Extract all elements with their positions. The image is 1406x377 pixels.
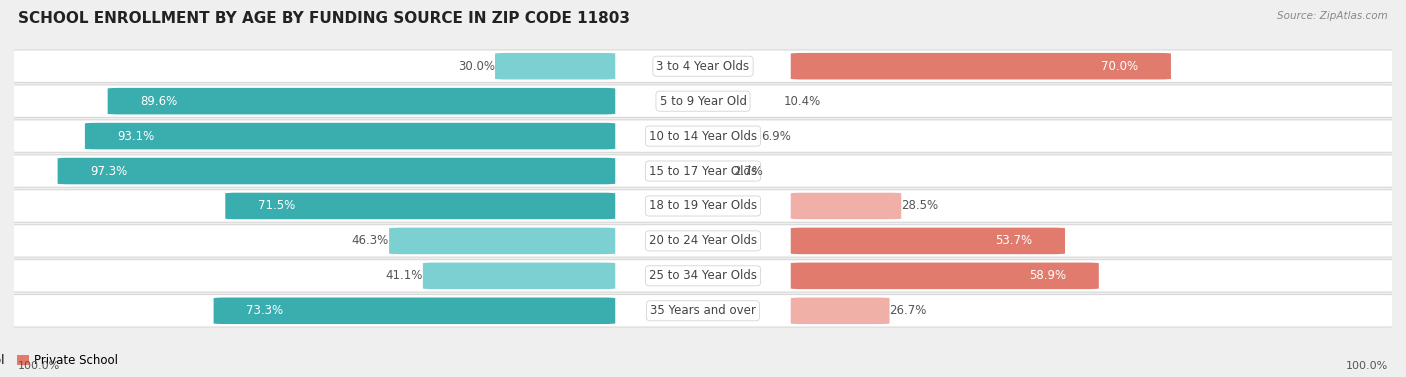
Text: 2.7%: 2.7% <box>734 164 763 178</box>
Text: 18 to 19 Year Olds: 18 to 19 Year Olds <box>650 199 756 213</box>
Text: 30.0%: 30.0% <box>458 60 495 73</box>
FancyBboxPatch shape <box>790 262 1099 289</box>
FancyBboxPatch shape <box>0 50 1406 83</box>
Text: 100.0%: 100.0% <box>1346 361 1388 371</box>
FancyBboxPatch shape <box>790 53 1171 80</box>
FancyBboxPatch shape <box>214 297 616 324</box>
FancyBboxPatch shape <box>108 88 616 115</box>
Text: 53.7%: 53.7% <box>995 234 1032 247</box>
FancyBboxPatch shape <box>0 260 1406 292</box>
Text: 25 to 34 Year Olds: 25 to 34 Year Olds <box>650 269 756 282</box>
Text: 58.9%: 58.9% <box>1029 269 1066 282</box>
Text: 28.5%: 28.5% <box>901 199 938 213</box>
Legend: Public School, Private School: Public School, Private School <box>0 349 124 372</box>
Text: 10 to 14 Year Olds: 10 to 14 Year Olds <box>650 130 756 143</box>
FancyBboxPatch shape <box>389 228 616 254</box>
Text: 93.1%: 93.1% <box>118 130 155 143</box>
FancyBboxPatch shape <box>0 190 1406 222</box>
Text: 20 to 24 Year Olds: 20 to 24 Year Olds <box>650 234 756 247</box>
FancyBboxPatch shape <box>58 158 616 184</box>
Text: 5 to 9 Year Old: 5 to 9 Year Old <box>659 95 747 108</box>
Text: 71.5%: 71.5% <box>257 199 295 213</box>
FancyBboxPatch shape <box>790 297 890 324</box>
Text: Source: ZipAtlas.com: Source: ZipAtlas.com <box>1277 11 1388 21</box>
FancyBboxPatch shape <box>0 85 1406 117</box>
Text: 3 to 4 Year Olds: 3 to 4 Year Olds <box>657 60 749 73</box>
Text: 15 to 17 Year Olds: 15 to 17 Year Olds <box>650 164 756 178</box>
Text: 35 Years and over: 35 Years and over <box>650 304 756 317</box>
Text: SCHOOL ENROLLMENT BY AGE BY FUNDING SOURCE IN ZIP CODE 11803: SCHOOL ENROLLMENT BY AGE BY FUNDING SOUR… <box>18 11 630 26</box>
FancyBboxPatch shape <box>0 294 1406 327</box>
FancyBboxPatch shape <box>0 120 1406 152</box>
Text: 70.0%: 70.0% <box>1101 60 1139 73</box>
Text: 97.3%: 97.3% <box>90 164 128 178</box>
FancyBboxPatch shape <box>84 123 616 149</box>
FancyBboxPatch shape <box>423 262 616 289</box>
Text: 89.6%: 89.6% <box>141 95 177 108</box>
FancyBboxPatch shape <box>225 193 616 219</box>
FancyBboxPatch shape <box>495 53 616 80</box>
Text: 10.4%: 10.4% <box>783 95 821 108</box>
FancyBboxPatch shape <box>790 193 901 219</box>
Text: 46.3%: 46.3% <box>352 234 389 247</box>
Text: 41.1%: 41.1% <box>385 269 423 282</box>
Text: 73.3%: 73.3% <box>246 304 283 317</box>
Text: 26.7%: 26.7% <box>890 304 927 317</box>
FancyBboxPatch shape <box>0 155 1406 187</box>
FancyBboxPatch shape <box>0 225 1406 257</box>
Text: 6.9%: 6.9% <box>761 130 790 143</box>
Text: 100.0%: 100.0% <box>18 361 60 371</box>
FancyBboxPatch shape <box>790 228 1064 254</box>
